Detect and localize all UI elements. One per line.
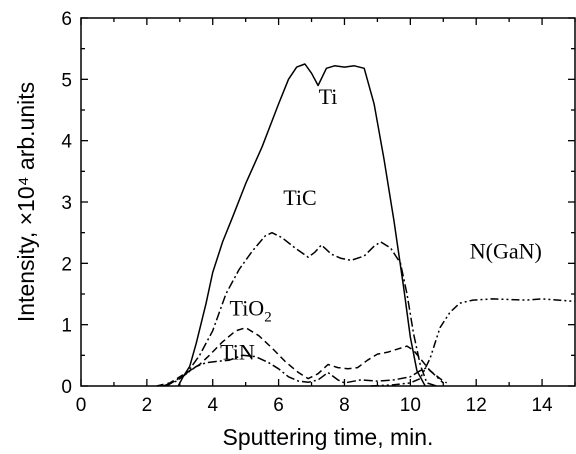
series-labels: Ti TiC TiO2 TiN N(GaN)	[220, 84, 542, 365]
series-label: Ti	[319, 84, 338, 109]
series-line-tic	[166, 231, 437, 387]
series-line-n-gan	[370, 298, 576, 387]
x-axis-title: Sputtering time, min.	[223, 424, 434, 450]
x-tick-label: 8	[339, 395, 350, 416]
y-tick-label: 6	[61, 9, 72, 30]
x-tick-label: 0	[76, 395, 87, 416]
series-label: TiC	[283, 185, 316, 210]
y-tick-label: 4	[61, 132, 72, 153]
tick-marks	[80, 17, 576, 387]
series-label: N(GaN)	[470, 238, 542, 263]
y-axis-title: Intensity, ×10⁴ arb.units	[13, 82, 39, 322]
y-tick-label: 5	[61, 70, 72, 91]
y-tick-label: 2	[61, 254, 72, 275]
series-lines	[156, 63, 576, 387]
x-tick-label: 4	[207, 395, 218, 416]
series-line-tin	[163, 354, 444, 387]
x-tick-label: 10	[400, 395, 421, 416]
x-tick-label: 14	[531, 395, 553, 416]
x-tick-label: 12	[466, 395, 487, 416]
y-tick-label: 1	[61, 316, 72, 337]
series-line-ti	[177, 63, 426, 387]
y-tick-label: 3	[61, 193, 72, 214]
series-label: TiN	[220, 340, 255, 365]
series-label: TiO2	[230, 295, 272, 325]
series-label-subscript: 2	[264, 309, 272, 325]
x-tick-label: 6	[273, 395, 284, 416]
series-line-tio2	[156, 326, 448, 387]
x-tick-label: 2	[142, 395, 153, 416]
plot-frame	[80, 17, 576, 387]
y-tick-label: 0	[61, 377, 72, 398]
